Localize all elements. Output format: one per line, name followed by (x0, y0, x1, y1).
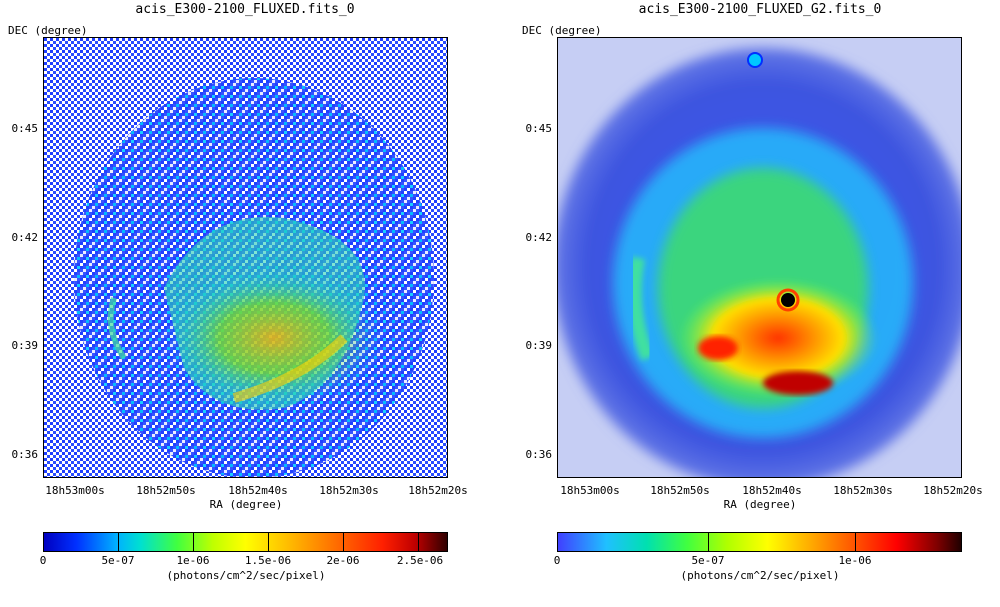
left-colorbar-label: 2e-06 (326, 554, 360, 567)
left-colorbar-tick-mark (343, 532, 344, 552)
left-x-tick: 18h52m30s (319, 484, 379, 497)
right-y-tick: 0:36 (525, 448, 553, 461)
right-colorbar-tick-mark (708, 532, 709, 552)
right-x-tick: 18h52m40s (742, 484, 802, 497)
left-image-canvas[interactable] (43, 37, 448, 478)
left-x-tick: 18h52m50s (136, 484, 196, 497)
right-image-panel: acis_E300-2100_FLUXED_G2.fits_0 DEC (deg… (510, 0, 1000, 607)
right-colorbar-unit: (photons/cm^2/sec/pixel) (680, 569, 840, 582)
left-colorbar-tick-mark (268, 532, 269, 552)
right-y-tick: 0:39 (525, 339, 553, 352)
left-colorbar-tick-mark (418, 532, 419, 552)
right-colorbar-label: 5e-07 (691, 554, 725, 567)
left-colorbar-label: 0 (39, 554, 47, 567)
left-colorbar-label: 1.5e-06 (244, 554, 292, 567)
left-y-tick: 0:39 (11, 339, 39, 352)
left-colorbar-tick-mark (193, 532, 194, 552)
left-x-tick: 18h52m20s (408, 484, 468, 497)
left-y-tick: 0:45 (11, 122, 39, 135)
left-y-tick: 0:42 (11, 231, 39, 244)
left-colorbar-tick-mark (118, 532, 119, 552)
right-smoothed-image (558, 38, 961, 477)
left-ra-axis-label: RA (degree) (209, 498, 283, 511)
right-x-tick: 18h52m20s (923, 484, 983, 497)
right-image-canvas[interactable] (557, 37, 962, 478)
left-dec-axis-label: DEC (degree) (8, 24, 88, 37)
left-colorbar (43, 532, 448, 552)
right-colorbar-label: 0 (553, 554, 561, 567)
right-x-tick: 18h52m30s (833, 484, 893, 497)
left-x-tick: 18h53m00s (45, 484, 105, 497)
right-y-tick: 0:42 (525, 231, 553, 244)
left-colorbar-unit: (photons/cm^2/sec/pixel) (166, 569, 326, 582)
right-y-tick: 0:45 (525, 122, 553, 135)
left-colorbar-label: 5e-07 (101, 554, 135, 567)
right-image-title: acis_E300-2100_FLUXED_G2.fits_0 (638, 2, 882, 17)
right-ra-axis-label: RA (degree) (723, 498, 797, 511)
left-image-title: acis_E300-2100_FLUXED.fits_0 (135, 2, 355, 17)
right-colorbar-label: 1e-06 (838, 554, 872, 567)
right-x-tick: 18h53m00s (560, 484, 620, 497)
right-x-tick: 18h52m50s (650, 484, 710, 497)
left-noisy-image (44, 38, 447, 477)
right-dec-axis-label: DEC (degree) (522, 24, 602, 37)
left-image-panel: acis_E300-2100_FLUXED.fits_0 DEC (degree… (0, 0, 490, 607)
left-colorbar-label: 2.5e-06 (396, 554, 444, 567)
right-colorbar-tick-mark (855, 532, 856, 552)
left-x-tick: 18h52m40s (228, 484, 288, 497)
left-y-tick: 0:36 (11, 448, 39, 461)
left-colorbar-label: 1e-06 (176, 554, 210, 567)
right-colorbar (557, 532, 962, 552)
